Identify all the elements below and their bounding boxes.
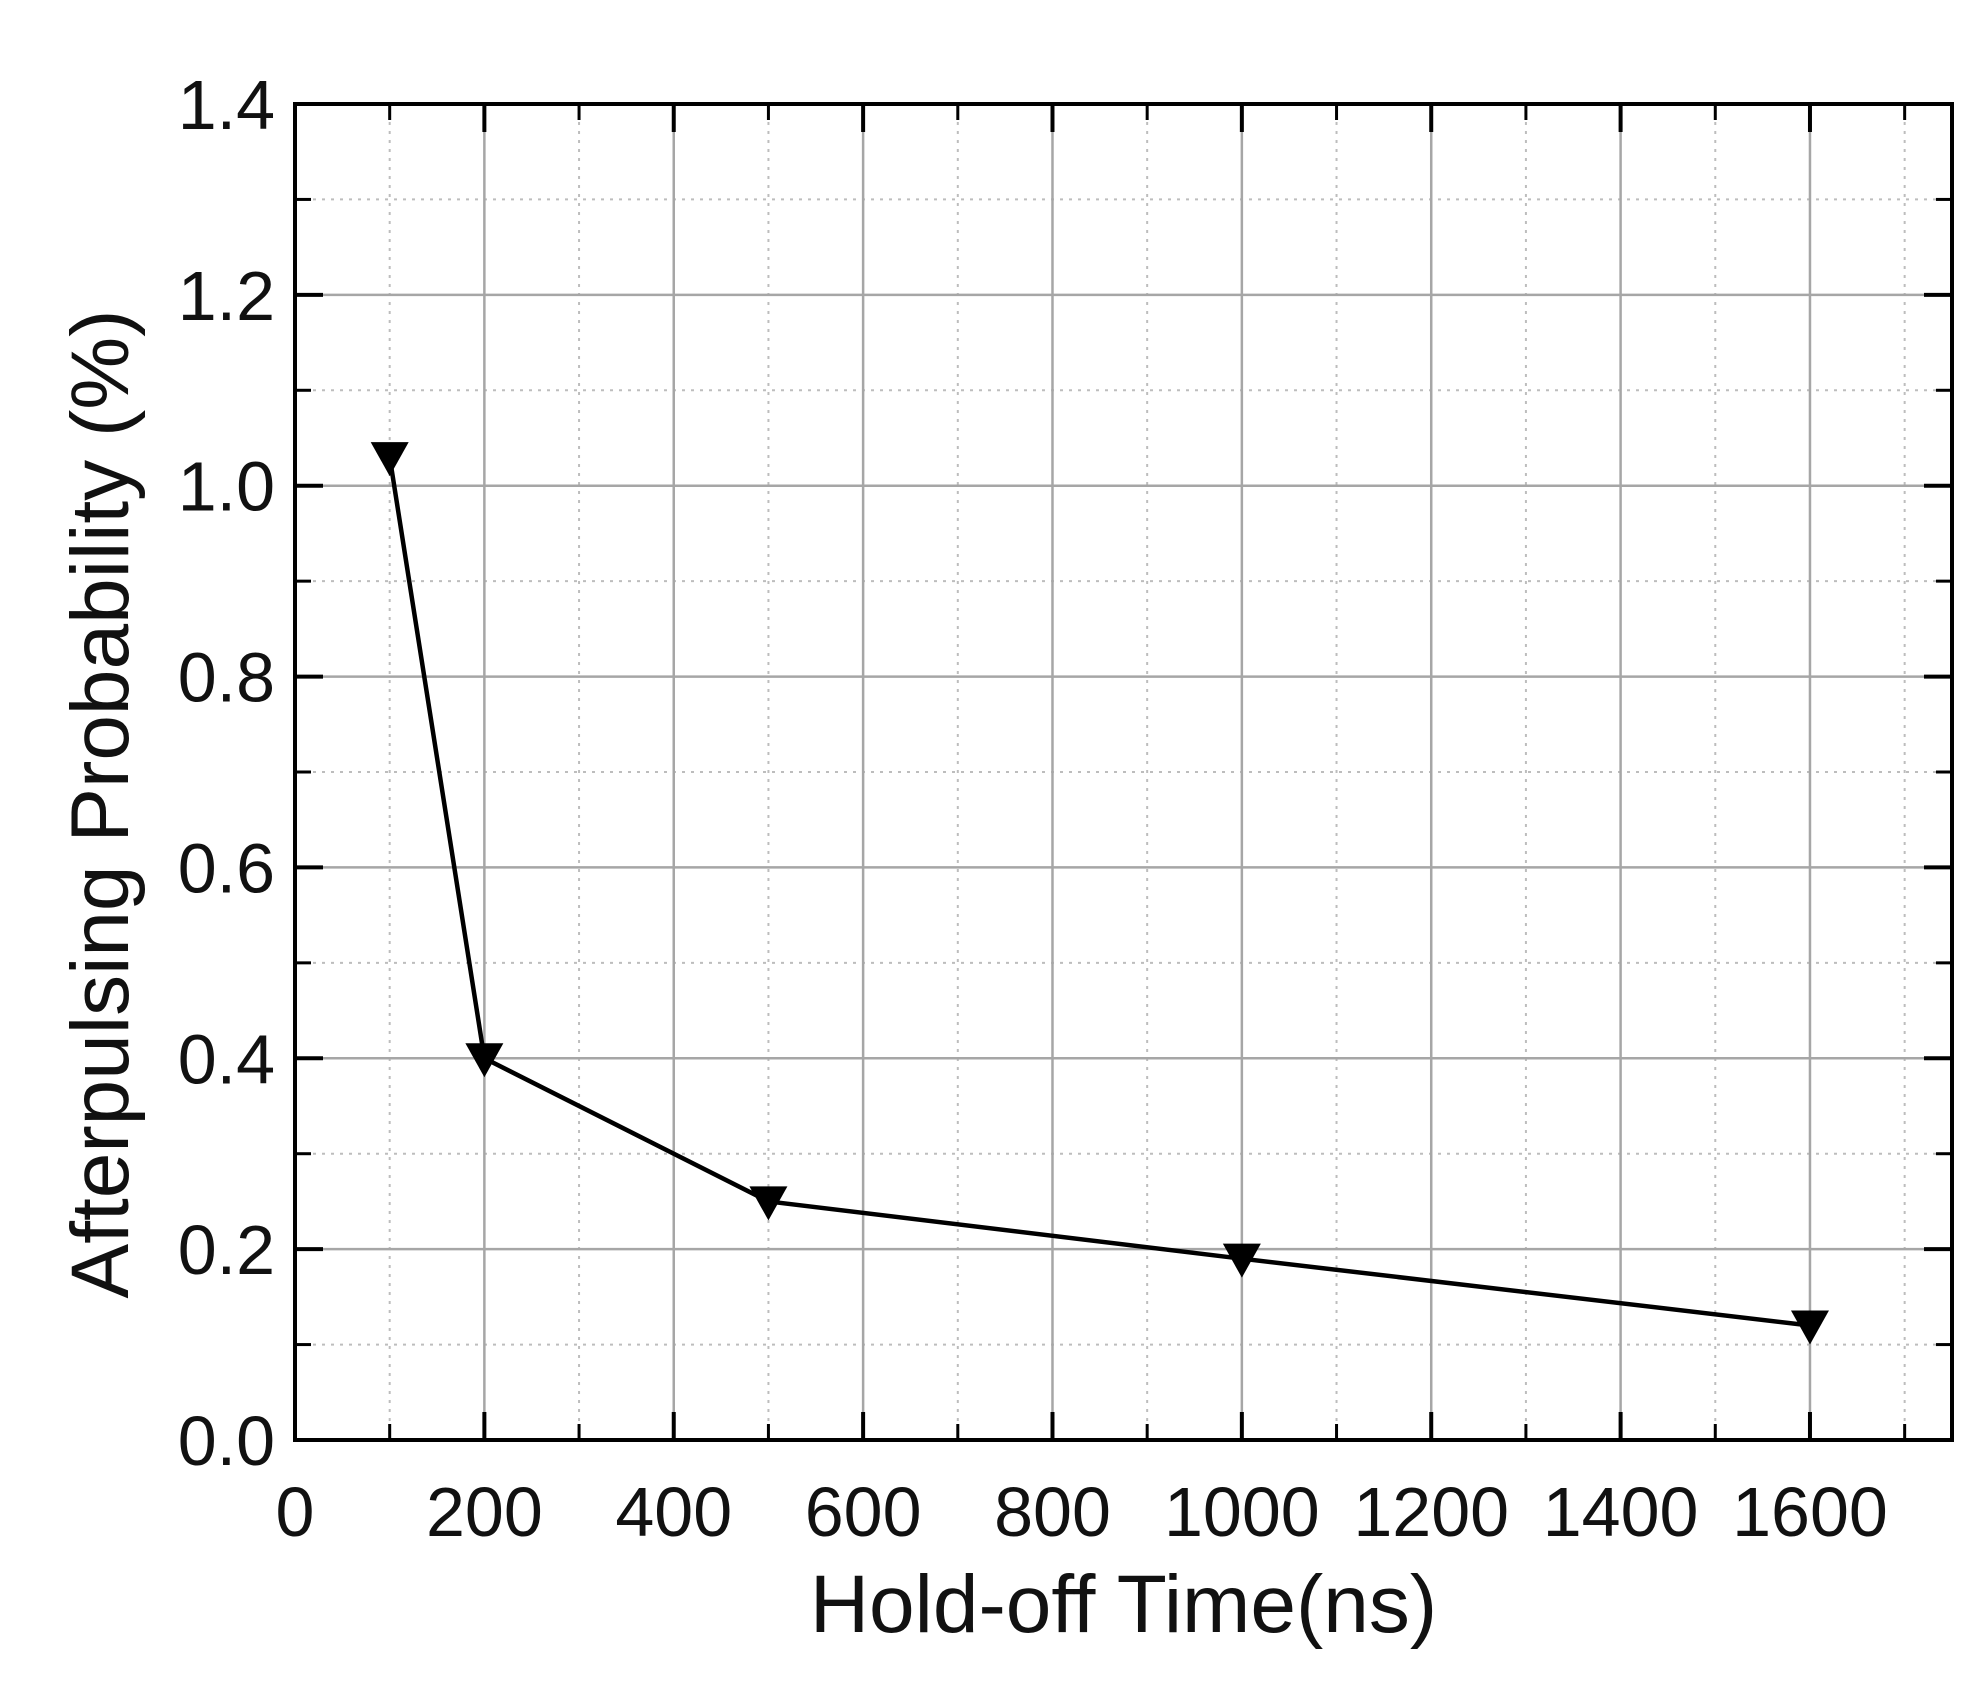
y-tick-label: 1.0: [178, 448, 275, 526]
data-point-marker: [465, 1043, 504, 1078]
x-axis-title: Hold-off Time(ns): [810, 1559, 1437, 1650]
y-tick-label: 0.8: [178, 639, 275, 717]
x-tick-label: 200: [426, 1473, 543, 1551]
major-gridlines: [295, 104, 1952, 1440]
data-point-marker: [749, 1186, 788, 1221]
data-point-marker: [370, 442, 409, 477]
y-tick-label: 0.0: [178, 1402, 275, 1480]
data-point-marker: [1222, 1243, 1261, 1278]
x-tick-label: 800: [994, 1473, 1111, 1551]
y-tick-label: 0.2: [178, 1211, 275, 1289]
y-tick-labels: 0.0 0.2 0.4 0.6 0.8 1.0 1.2 1.4: [178, 66, 275, 1480]
series-group: [370, 442, 1829, 1345]
minor-gridlines: [295, 104, 1952, 1440]
x-tick-labels: 0 200 400 600 800 1000 1200 1400 1600: [276, 1473, 1888, 1551]
x-tick-label: 600: [805, 1473, 922, 1551]
x-tick-label: 1000: [1164, 1473, 1320, 1551]
series-line: [387, 456, 1811, 1328]
y-axis-title: Afterpulsing Probability (%): [55, 310, 146, 1299]
axis-ticks: [293, 102, 1952, 1442]
y-tick-label: 1.2: [178, 257, 275, 335]
x-tick-label: 1400: [1543, 1473, 1699, 1551]
y-tick-label: 1.4: [178, 66, 275, 144]
x-tick-label: 1200: [1353, 1473, 1509, 1551]
data-point-marker: [1790, 1310, 1829, 1345]
x-tick-label: 1600: [1732, 1473, 1888, 1551]
x-tick-label: 400: [615, 1473, 732, 1551]
y-tick-label: 0.4: [178, 1020, 275, 1098]
y-tick-label: 0.6: [178, 829, 275, 907]
x-tick-label: 0: [276, 1473, 315, 1551]
